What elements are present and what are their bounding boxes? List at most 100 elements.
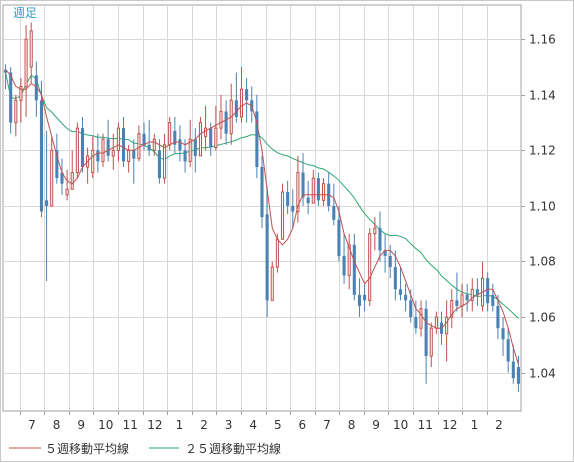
candle-body-up <box>65 188 69 196</box>
x-tick-label: 5 <box>274 418 282 432</box>
candle <box>429 322 433 368</box>
candle-body-up <box>111 149 115 157</box>
candle <box>204 105 208 151</box>
candle <box>116 122 120 162</box>
candle <box>368 228 372 306</box>
x-tick-label: 2 <box>200 418 208 432</box>
y-tick-label: 1.08 <box>529 255 556 269</box>
candle-body-down <box>96 150 100 162</box>
candle <box>378 211 382 262</box>
candle-body-up <box>204 127 208 137</box>
candle <box>152 133 156 156</box>
candle <box>470 278 474 312</box>
x-tick-label: 6 <box>299 418 307 432</box>
candle-body-down <box>245 89 249 101</box>
candle-body-down <box>398 289 403 295</box>
candle <box>188 119 192 168</box>
candle-body-down <box>306 197 310 204</box>
candle-body-down <box>506 339 510 362</box>
candle <box>91 136 95 179</box>
candle-body-down <box>121 128 126 162</box>
candle-body-down <box>332 205 336 220</box>
candle-body-up <box>219 110 223 129</box>
candle <box>50 136 54 207</box>
candle <box>142 122 146 151</box>
candle-body-up <box>101 138 105 162</box>
ma5-line <box>5 69 519 365</box>
candle <box>511 344 515 384</box>
candle <box>19 78 23 123</box>
candle <box>234 72 238 123</box>
candle-body-down <box>147 144 151 151</box>
candle <box>60 158 64 195</box>
candle <box>45 130 49 281</box>
candle-body-down <box>265 214 269 301</box>
candle-body-up <box>152 138 156 151</box>
candle <box>424 300 428 384</box>
candle <box>265 186 269 318</box>
candle <box>455 272 459 312</box>
candle-body-down <box>409 300 413 318</box>
candle <box>224 100 228 145</box>
candle-body-down <box>45 200 49 206</box>
candle-body-up <box>239 88 244 118</box>
candle-body-down <box>393 267 397 290</box>
candle-body-up <box>347 244 351 276</box>
candle-body-down <box>491 294 495 306</box>
x-tick-label: 7 <box>323 418 331 432</box>
candle-body-up <box>29 30 33 68</box>
candle <box>14 94 18 137</box>
candle-body-down <box>173 130 177 145</box>
legend-ma5-label: ５週移動平均線 <box>45 441 129 456</box>
candle <box>291 189 295 229</box>
candle-body-up <box>214 127 218 149</box>
candle-body-down <box>501 328 505 340</box>
candle <box>219 94 223 140</box>
candle <box>111 133 115 170</box>
y-tick-label: 1.16 <box>529 33 556 47</box>
x-tick-label: 7 <box>28 418 36 432</box>
candle <box>198 116 202 157</box>
candle-body-up <box>280 191 285 240</box>
candle-body-down <box>60 172 64 184</box>
candle-body-down <box>414 317 418 329</box>
candle-body-down <box>511 361 515 379</box>
x-tick-label: 9 <box>77 418 85 432</box>
x-tick-label: 8 <box>53 418 61 432</box>
candle <box>4 64 8 90</box>
candle <box>306 180 310 215</box>
candle <box>24 25 28 117</box>
candle-body-up <box>470 288 474 301</box>
candle <box>75 122 79 179</box>
candle <box>193 128 197 173</box>
candle-body-up <box>188 138 192 162</box>
candle-body-up <box>429 327 433 357</box>
candle <box>332 183 336 226</box>
candle-body-down <box>383 250 387 256</box>
candle-body-down <box>337 219 341 256</box>
candle <box>393 250 397 301</box>
candle-body-down <box>193 139 197 156</box>
candle-body-up <box>368 233 372 301</box>
candle <box>147 119 151 156</box>
candle <box>398 267 403 301</box>
y-tick-label: 1.14 <box>529 89 556 103</box>
candle-body-down <box>301 172 305 198</box>
candle <box>70 150 74 190</box>
candle-body-down <box>39 100 44 212</box>
candle <box>342 233 346 284</box>
x-tick-label: 9 <box>372 418 380 432</box>
candle <box>475 278 479 306</box>
candle-body-down <box>378 228 382 251</box>
candle-body-down <box>316 178 320 201</box>
candle <box>506 328 510 373</box>
candle-body-down <box>352 244 356 295</box>
candle-body-down <box>34 75 38 101</box>
ma25-line <box>5 72 519 319</box>
candle <box>101 133 105 168</box>
candle-body-down <box>132 150 136 159</box>
candle <box>316 172 320 206</box>
candle-body-down <box>209 128 213 148</box>
